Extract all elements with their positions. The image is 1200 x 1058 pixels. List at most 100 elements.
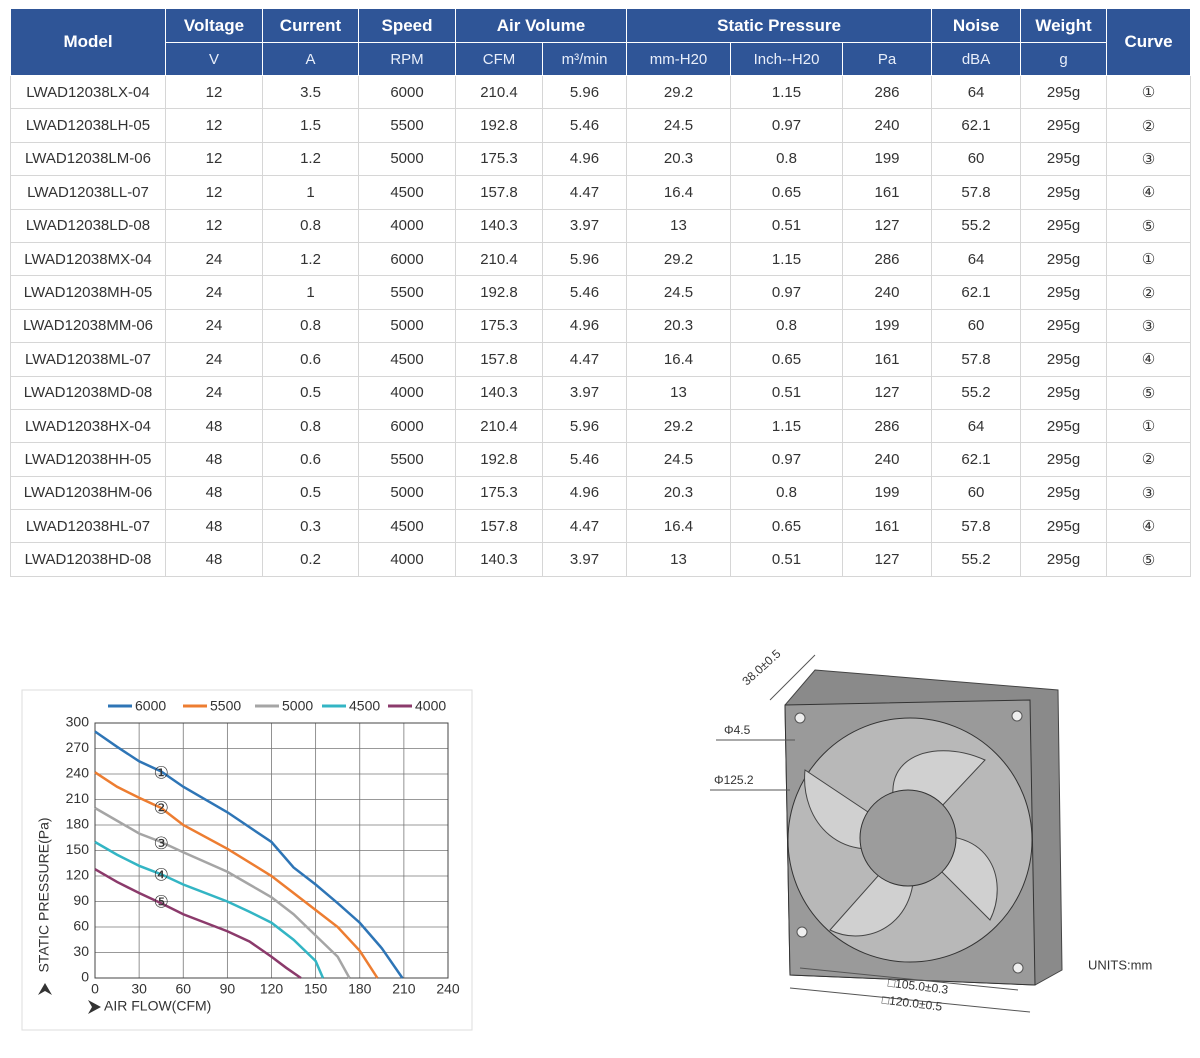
mount-hole xyxy=(1012,962,1024,974)
cell: 127 xyxy=(842,375,933,410)
cell: 1.15 xyxy=(730,408,844,444)
unit-header: Pa xyxy=(842,42,933,76)
cell: 0.5 xyxy=(262,375,359,410)
fan-opening xyxy=(787,717,1033,963)
cell: 24.5 xyxy=(626,108,732,143)
cell: LWAD12038LX-04 xyxy=(10,74,166,110)
cell: ③ xyxy=(1106,141,1192,177)
cell: 5.96 xyxy=(541,241,628,277)
cell: 295g xyxy=(1020,275,1108,310)
cell: 1 xyxy=(262,275,359,310)
unit-header: CFM xyxy=(455,42,543,76)
cell: 55.2 xyxy=(931,542,1022,577)
cell: 286 xyxy=(842,241,933,277)
cell: 62.1 xyxy=(931,442,1022,477)
unit-header: mm-H20 xyxy=(626,42,732,76)
cell: 4500 xyxy=(358,175,456,210)
fan-drawing xyxy=(710,654,1063,1013)
cell: 6000 xyxy=(358,241,456,277)
y-tick-label: 60 xyxy=(73,918,89,934)
legend-label: 5000 xyxy=(282,698,313,714)
cell: 3.97 xyxy=(541,375,628,410)
cell: ① xyxy=(1106,241,1192,277)
cell: 4.47 xyxy=(541,509,628,544)
cell: 48 xyxy=(165,408,263,444)
cell: 62.1 xyxy=(931,275,1022,310)
cell: 0.51 xyxy=(730,542,844,577)
cell: 1 xyxy=(262,175,359,210)
unit-row: V A RPM CFM m³/min mm-H20 Inch--H20 Pa dBA g xyxy=(11,42,1191,76)
group-header: Speed xyxy=(358,8,456,43)
series-line xyxy=(94,806,351,979)
data-row: LWAD12038ML-07 24 0.6 4500 157.8 4.47 16.4 0.65… xyxy=(10,342,1192,377)
cell: 0.8 xyxy=(730,475,844,511)
x-tick-label: 150 xyxy=(304,981,328,997)
x-tick-label: 30 xyxy=(131,981,147,997)
cell: 12 xyxy=(165,141,263,177)
cell: 4500 xyxy=(358,509,456,544)
fan-hub xyxy=(859,789,957,887)
cell: 5.46 xyxy=(541,275,628,310)
cell: 60 xyxy=(931,141,1022,177)
cell: 24 xyxy=(165,308,263,344)
cell: 20.3 xyxy=(626,475,732,511)
cell: 5000 xyxy=(358,308,456,344)
cell: 0.51 xyxy=(730,375,844,410)
cell: 64 xyxy=(931,408,1022,444)
cell: 4000 xyxy=(358,542,456,577)
cell: ④ xyxy=(1106,342,1192,377)
cell: 57.8 xyxy=(931,175,1022,210)
cell: ① xyxy=(1106,408,1192,444)
cell: 295g xyxy=(1020,108,1108,143)
cell: 140.3 xyxy=(455,208,543,243)
data-row: LWAD12038LD-08 12 0.8 4000 140.3 3.97 13 0.51 12… xyxy=(10,208,1192,243)
cell: 3.97 xyxy=(541,542,628,577)
cell: 0.8 xyxy=(262,308,359,344)
cell: 3.5 xyxy=(262,74,359,110)
cell: 199 xyxy=(842,141,933,177)
cell: 295g xyxy=(1020,442,1108,477)
cell: 48 xyxy=(165,475,263,511)
group-header: Air Volume xyxy=(454,8,628,43)
y-tick-label: 300 xyxy=(66,714,90,730)
data-row: LWAD12038LL-07 12 1 4500 157.8 4.47 16.4 0.65 16… xyxy=(10,175,1192,210)
dimension-label: 38.0±0.5 xyxy=(739,646,783,688)
cell: ⑤ xyxy=(1106,208,1192,243)
cell: 62.1 xyxy=(931,108,1022,143)
chart: 0 30 60 90 120 150 180 210 240 270 300 0 30 60 90 120 15… xyxy=(36,698,460,1014)
cell: 140.3 xyxy=(455,542,543,577)
series-line xyxy=(94,771,379,979)
cell: 127 xyxy=(842,208,933,243)
y-tick-label: 30 xyxy=(73,943,89,959)
cell: 5.96 xyxy=(541,74,628,110)
cell: 24.5 xyxy=(626,442,732,477)
chart-frame xyxy=(21,689,473,1031)
x-tick-label: 210 xyxy=(392,981,416,997)
cell: 6000 xyxy=(358,408,456,444)
spec-table: Model Voltage Current Speed Air Volume Static… xyxy=(10,8,1192,577)
legend-label: 6000 xyxy=(135,698,166,714)
curve-marker: ① xyxy=(154,763,169,782)
data-row: LWAD12038HM-06 48 0.5 5000 175.3 4.96 20.3 0.8 1… xyxy=(10,475,1192,511)
cell: 295g xyxy=(1020,408,1108,444)
cell: 55.2 xyxy=(931,375,1022,410)
cell: 12 xyxy=(165,175,263,210)
group-header: Voltage xyxy=(165,8,263,43)
cell: 48 xyxy=(165,509,263,544)
cell: 24 xyxy=(165,375,263,410)
y-tick-label: 90 xyxy=(73,892,89,908)
cell: 295g xyxy=(1020,475,1108,511)
cell: 0.8 xyxy=(262,208,359,243)
data-row: LWAD12038MX-04 24 1.2 6000 210.4 5.96 29.2 1.15… xyxy=(10,241,1192,277)
curve-marker: ⑤ xyxy=(154,893,169,912)
cell: 295g xyxy=(1020,308,1108,344)
cell: 157.8 xyxy=(455,175,543,210)
cell: 4.47 xyxy=(541,175,628,210)
cell: 295g xyxy=(1020,241,1108,277)
cell: 5500 xyxy=(358,108,456,143)
cell: 13 xyxy=(626,208,732,243)
x-tick-label: 120 xyxy=(260,981,284,997)
cell: LWAD12038MD-08 xyxy=(10,375,166,410)
cell: 286 xyxy=(842,74,933,110)
unit-header: A xyxy=(262,42,359,76)
